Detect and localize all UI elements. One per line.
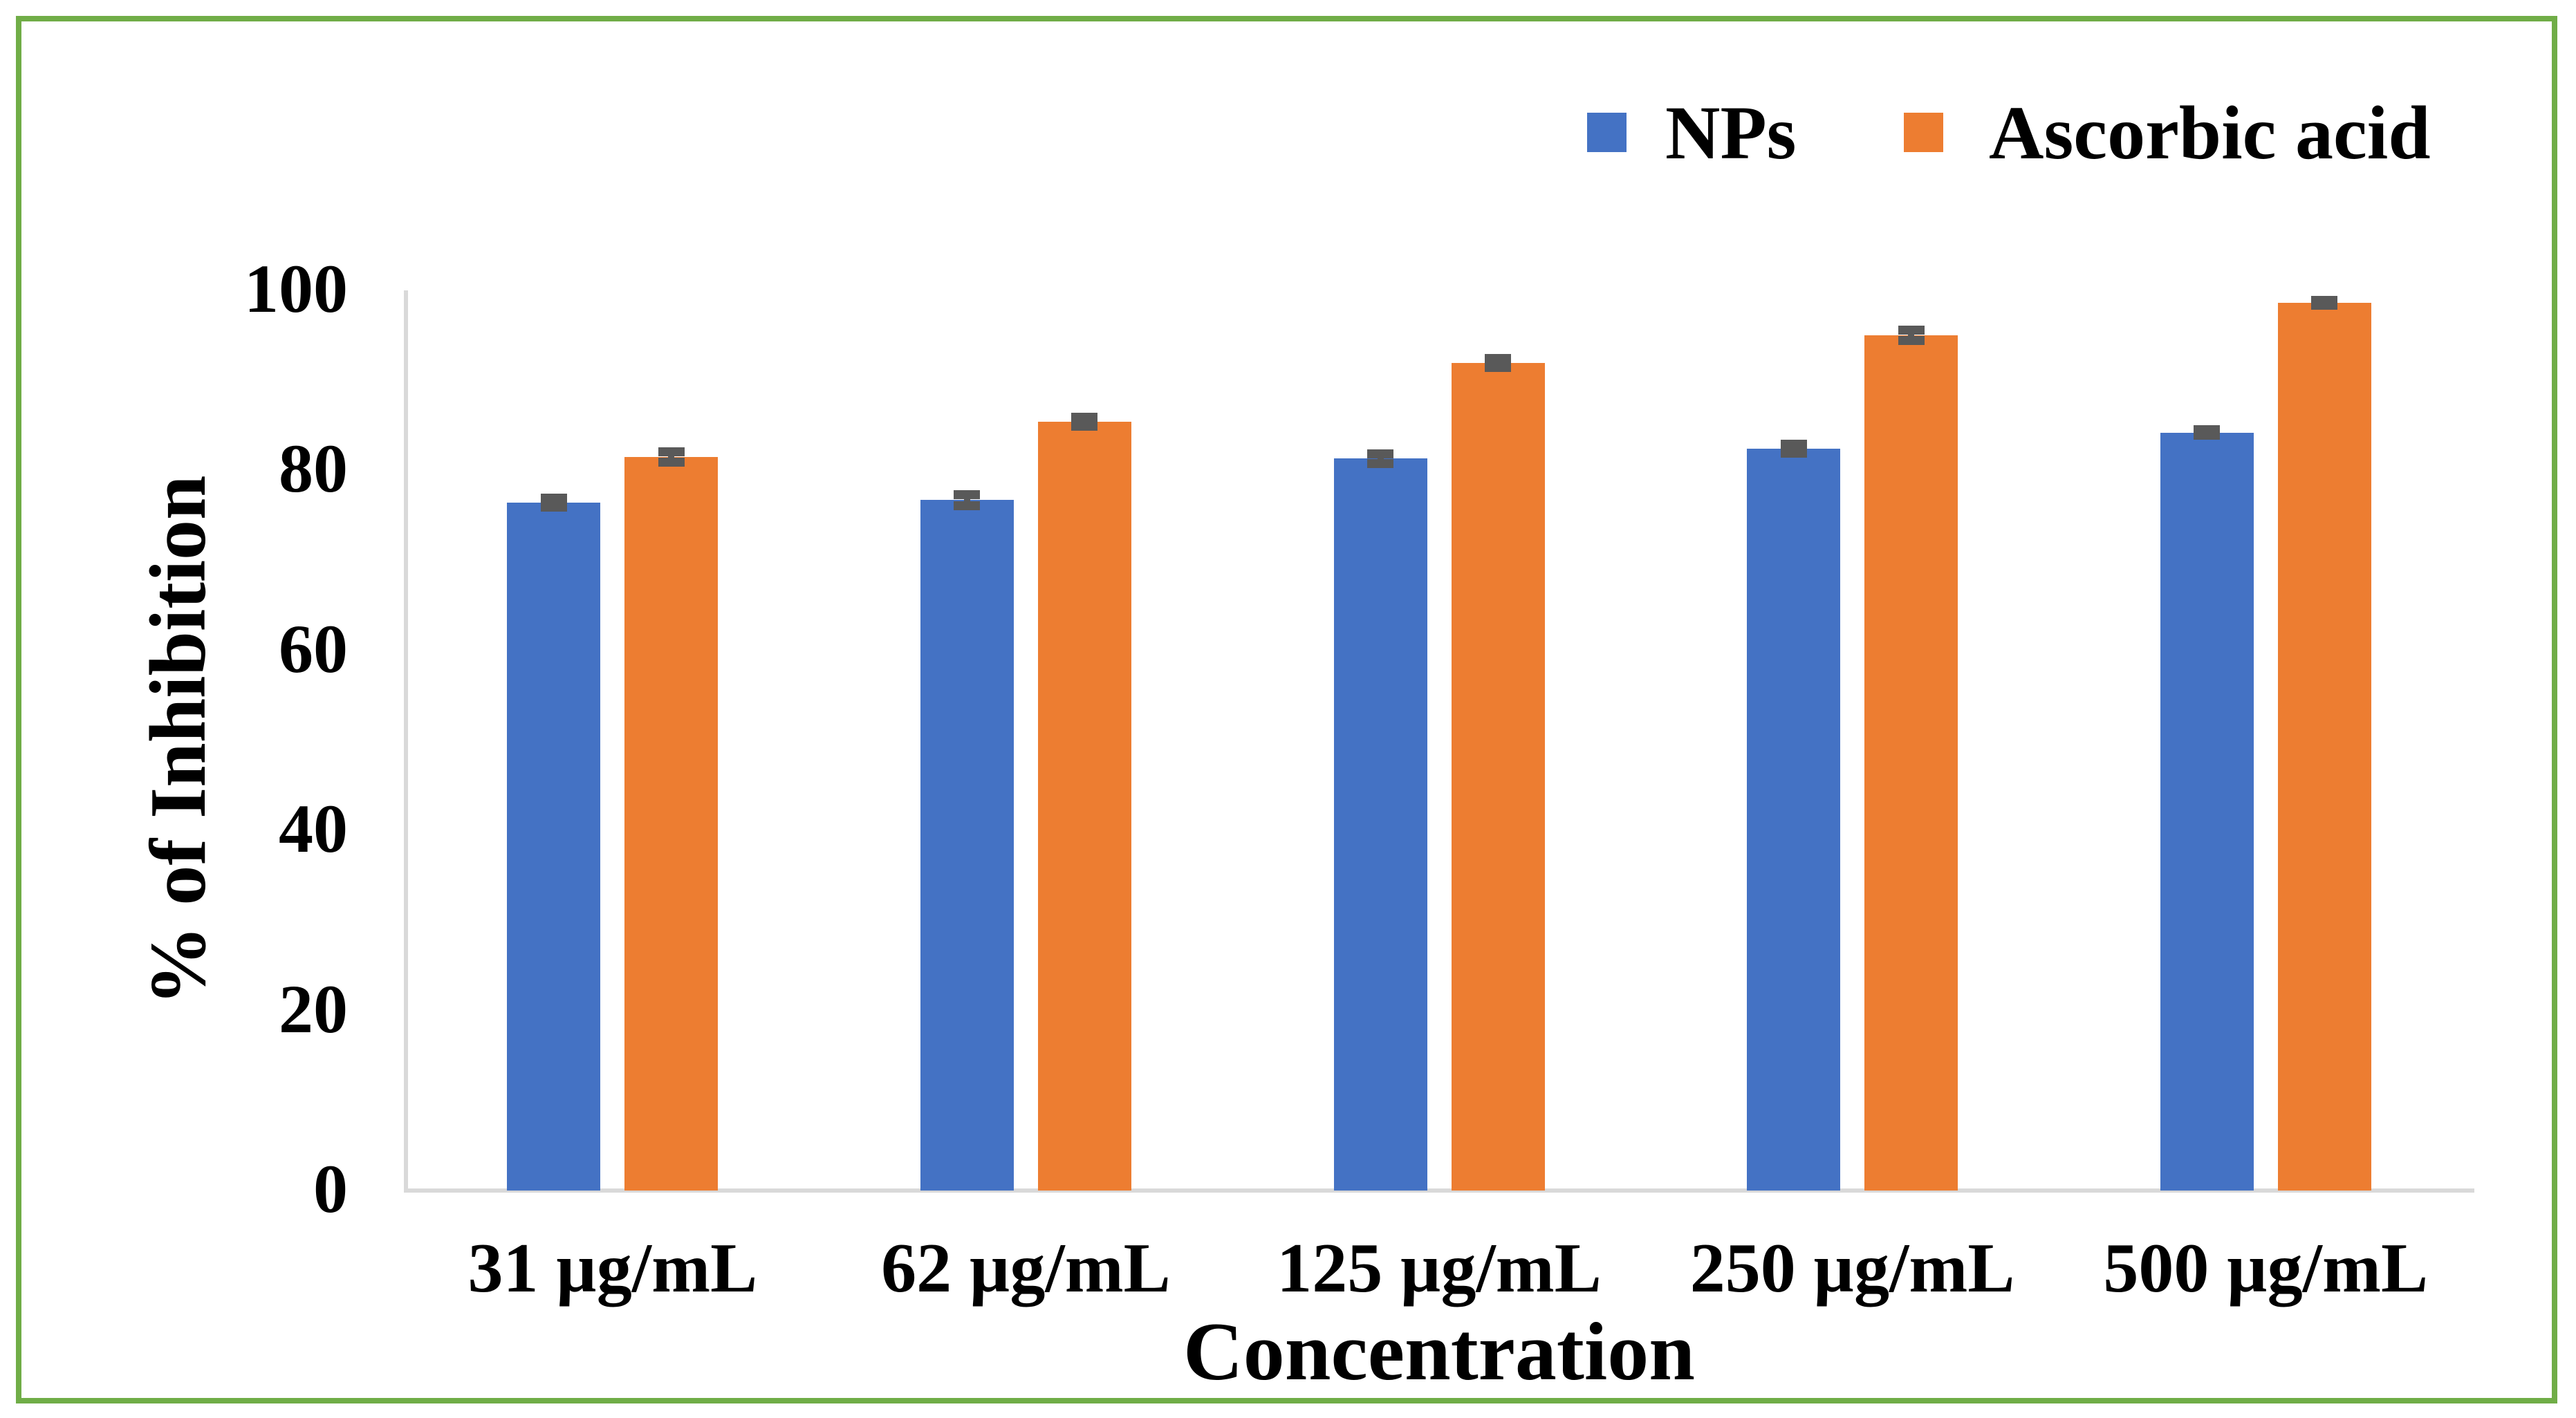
x-category-label: 250 µg/mL [1689,1229,2015,1307]
bar-nps-2 [1333,458,1427,1191]
y-tick-label: 80 [279,430,348,507]
y-tick-label: 40 [279,790,348,868]
error-bar-line-nps-2 [1377,454,1384,464]
x-category-label: 62 µg/mL [881,1229,1171,1307]
error-bar-cap-top-nps-3 [1780,440,1807,449]
error-bar-cap-top-nps-2 [1367,449,1393,458]
error-bar-cap-bottom-ascorbic-acid-3 [1898,335,1925,345]
error-bar-cap-top-ascorbic-acid-2 [1485,354,1511,364]
error-bar-line-ascorbic-acid-2 [1494,358,1501,368]
error-bar-line-nps-3 [1790,444,1797,454]
y-axis-line [404,290,408,1191]
legend-swatch-ascorbic-acid [1904,113,1943,152]
x-category-label: 500 µg/mL [2103,1229,2428,1307]
bar-ascorbic-acid-2 [1451,363,1545,1191]
error-bar-cap-top-nps-0 [540,494,567,503]
y-tick-label: 0 [313,1150,348,1227]
error-bar-line-nps-1 [963,494,970,506]
error-bar-line-ascorbic-acid-1 [1081,417,1088,427]
x-axis-title: Concentration [1183,1305,1695,1397]
bar-nps-3 [1747,449,1841,1191]
bar-nps-1 [920,500,1014,1191]
y-tick-label: 60 [279,610,348,687]
bar-ascorbic-acid-1 [1037,422,1131,1191]
error-bar-cap-bottom-ascorbic-acid-2 [1485,363,1511,373]
bar-ascorbic-acid-3 [1864,335,1958,1191]
legend-label-ascorbic-acid: Ascorbic acid [1989,91,2431,175]
error-bar-cap-top-ascorbic-acid-0 [658,447,685,457]
error-bar-line-ascorbic-acid-3 [1908,330,1915,341]
legend-swatch-nps [1587,113,1627,152]
error-bar-cap-bottom-nps-3 [1780,449,1807,458]
x-category-label: 31 µg/mL [467,1229,758,1307]
x-axis-line [404,1188,2474,1193]
x-category-label: 125 µg/mL [1277,1229,1602,1307]
error-bar-cap-top-ascorbic-acid-1 [1071,413,1098,422]
bar-ascorbic-acid-4 [2277,303,2371,1191]
error-bar-cap-bottom-nps-4 [2194,431,2221,440]
y-axis-title: % of Inhibition [134,475,223,1006]
error-bar-line-ascorbic-acid-0 [668,451,675,463]
legend-label-nps: NPs [1665,91,1797,175]
y-tick-label: 20 [279,970,348,1047]
error-bar-cap-bottom-ascorbic-acid-0 [658,457,685,467]
error-bar-cap-bottom-nps-2 [1367,459,1393,469]
chart-border-frame [16,16,2557,1403]
bar-nps-4 [2160,432,2254,1191]
error-bar-line-nps-0 [550,498,557,507]
error-bar-cap-bottom-ascorbic-acid-4 [2311,300,2338,310]
error-bar-cap-top-ascorbic-acid-3 [1898,326,1925,335]
bar-ascorbic-acid-0 [624,456,719,1191]
error-bar-cap-bottom-ascorbic-acid-1 [1071,422,1098,431]
error-bar-cap-top-nps-1 [954,490,981,500]
error-bar-cap-bottom-nps-1 [954,501,981,510]
bar-nps-0 [507,503,601,1191]
y-tick-label: 100 [244,250,348,327]
error-bar-cap-bottom-nps-0 [540,503,567,512]
